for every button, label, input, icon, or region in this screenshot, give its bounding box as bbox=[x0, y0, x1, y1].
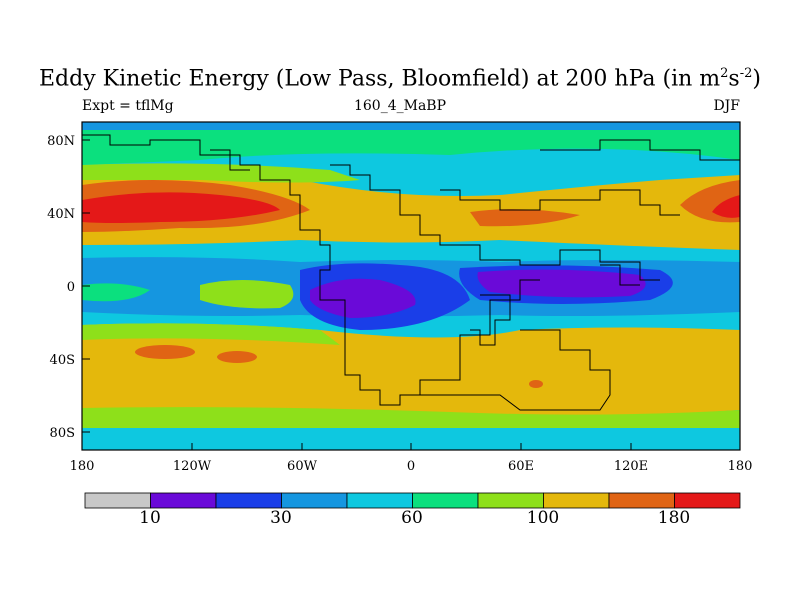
lon-tick-label: 120E bbox=[614, 459, 648, 474]
colorbar-label: 60 bbox=[401, 508, 423, 528]
colorbar-swatch bbox=[543, 492, 610, 509]
colorbar-swatch bbox=[477, 492, 544, 509]
colorbar-swatch bbox=[674, 492, 741, 509]
colorbar-label: 180 bbox=[657, 508, 691, 528]
lon-tick-label: 180 bbox=[70, 459, 95, 474]
lon-tick-label: 60E bbox=[508, 459, 534, 474]
lon-tick-label: 120W bbox=[173, 459, 212, 474]
colorbar-swatch bbox=[412, 492, 479, 509]
colorbar-label: 30 bbox=[270, 508, 292, 528]
lat-tick-label: 80N bbox=[47, 134, 75, 149]
lat-tick-label: 80S bbox=[50, 426, 75, 441]
colorbar-swatch bbox=[346, 492, 413, 509]
lat-tick-label: 0 bbox=[67, 280, 75, 295]
colorbar-swatch bbox=[215, 492, 282, 509]
run-label: 160_4_MaBP bbox=[353, 98, 447, 114]
colorbar-swatch bbox=[281, 492, 348, 509]
lon-tick-label: 180 bbox=[728, 459, 753, 474]
colorbar-label: 100 bbox=[526, 508, 560, 528]
colorbar bbox=[84, 492, 741, 509]
colorbar-swatch bbox=[150, 492, 217, 509]
lon-axis bbox=[81, 443, 741, 450]
lon-tick-label: 60W bbox=[287, 459, 318, 474]
season-label: DJF bbox=[713, 98, 740, 114]
lat-tick-label: 40N bbox=[47, 207, 75, 222]
experiment-label: Expt = tflMg bbox=[82, 98, 174, 114]
lat-axis bbox=[82, 139, 90, 433]
lat-tick-label: 40S bbox=[50, 353, 75, 368]
coastline-outline bbox=[82, 134, 740, 411]
eke-contour-field bbox=[82, 122, 740, 450]
colorbar-label: 10 bbox=[139, 508, 161, 528]
lon-tick-label: 0 bbox=[407, 459, 415, 474]
colorbar-swatch bbox=[84, 492, 151, 509]
colorbar-swatch bbox=[608, 492, 675, 509]
figure-title: Eddy Kinetic Energy (Low Pass, Bloomfiel… bbox=[39, 66, 761, 92]
